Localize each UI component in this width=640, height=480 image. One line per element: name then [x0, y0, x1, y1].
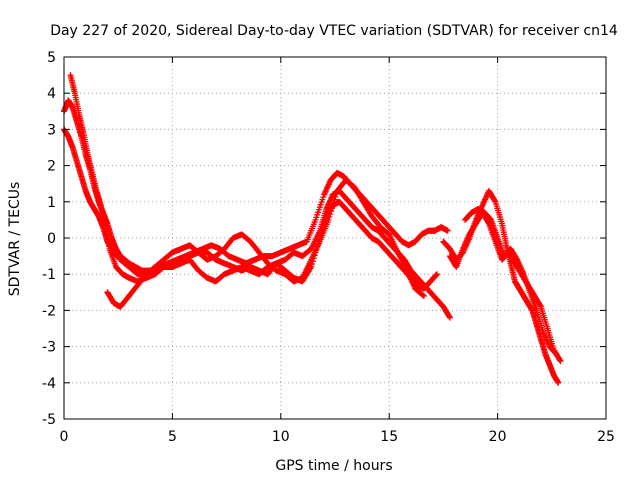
x-axis-label: GPS time / hours: [275, 458, 392, 474]
chart-title: Day 227 of 2020, Sidereal Day-to-day VTE…: [50, 23, 618, 39]
x-tick-label: 0: [60, 429, 69, 445]
data-point: [553, 350, 560, 357]
data-point: [327, 211, 334, 218]
y-axis-label: SDTVAR / TECUs: [7, 182, 23, 297]
data-point: [326, 214, 333, 221]
data-point: [333, 190, 340, 197]
data-points: [61, 72, 564, 386]
x-tick-label: 15: [380, 429, 398, 445]
y-tick-label: 3: [47, 122, 56, 138]
data-point: [420, 292, 427, 299]
data-point: [557, 358, 564, 365]
y-tick-label: -1: [42, 267, 56, 283]
y-tick-label: 0: [47, 231, 56, 247]
data-point: [433, 271, 440, 278]
x-tick-label: 5: [168, 429, 177, 445]
axis-ticks: 0 5 10 15 20 25 -5 -4 -3 -2 -1 0 1 2 3 4 5: [42, 50, 615, 445]
data-point: [446, 314, 453, 321]
y-tick-label: 1: [47, 195, 56, 211]
y-tick-label: 5: [47, 50, 56, 66]
data-point: [332, 193, 339, 200]
series-track-d: [104, 177, 427, 310]
y-tick-label: -5: [42, 412, 56, 428]
y-tick-label: 2: [47, 159, 56, 175]
y-tick-label: -3: [42, 340, 56, 356]
y-tick-label: -2: [42, 303, 56, 319]
data-point: [555, 379, 562, 386]
x-tick-label: 20: [489, 429, 507, 445]
data-point: [331, 196, 338, 203]
data-point: [330, 199, 337, 206]
series-track-g: [462, 206, 560, 357]
data-point: [328, 205, 335, 212]
data-point: [420, 292, 427, 299]
data-point: [325, 216, 332, 223]
x-tick-label: 25: [597, 429, 615, 445]
data-point: [329, 202, 336, 209]
data-point: [444, 227, 451, 234]
data-point: [328, 208, 335, 215]
x-tick-label: 10: [272, 429, 290, 445]
y-tick-label: -4: [42, 376, 56, 392]
y-tick-label: 4: [47, 86, 56, 102]
